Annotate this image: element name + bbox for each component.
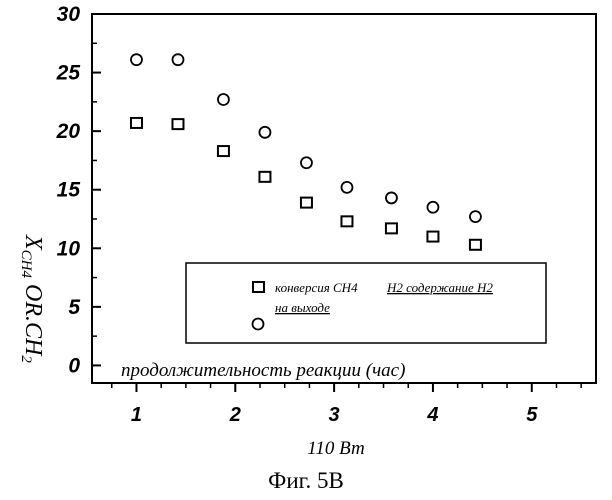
circle-point [259, 127, 270, 138]
circle-point [386, 192, 397, 203]
data-points [131, 54, 481, 250]
legend-label-circle-part2: на выходе [275, 300, 330, 315]
legend-box [186, 263, 546, 343]
y-tick-label: 0 [68, 354, 80, 377]
circle-point [172, 54, 183, 65]
square-point [131, 118, 142, 128]
circle-point [301, 157, 312, 168]
y-tick-label: 20 [56, 120, 81, 143]
square-point [218, 146, 229, 156]
square-point [172, 119, 183, 129]
legend: конверсия CH4 H2 содержание H2 на выходе [186, 263, 546, 343]
y-tick-label: 5 [68, 296, 80, 319]
circle-point [427, 202, 438, 213]
x-tick-label: 3 [329, 404, 340, 426]
y-tick-label: 30 [57, 3, 81, 26]
x-tick-label: 5 [526, 404, 538, 426]
figure-caption: Фиг. 5B [0, 468, 612, 494]
square-point [259, 172, 270, 182]
square-point [301, 198, 312, 208]
x-tick-label: 4 [426, 404, 438, 426]
x-tick-label: 1 [131, 404, 142, 426]
y-tick-label: 25 [56, 62, 81, 85]
square-point [427, 232, 438, 242]
y-tick-label: 15 [57, 179, 81, 202]
square-point [341, 216, 352, 226]
inner-axis-label: продолжительность реакции (час) [121, 360, 405, 381]
legend-label-square: конверсия CH4 [275, 280, 358, 295]
circle-point [341, 182, 352, 193]
square-point [470, 240, 481, 250]
y-tick-label: 10 [57, 237, 81, 260]
square-point [386, 223, 397, 233]
circle-point [470, 211, 481, 222]
y-axis-label: XCH4 OR.CH2 [18, 234, 46, 363]
x-tick-label: 2 [229, 404, 241, 426]
circle-point [218, 94, 229, 105]
x-axis-label: 110 Вт [307, 438, 364, 459]
legend-label-circle-part1: H2 содержание H2 [386, 280, 493, 295]
circle-point [131, 54, 142, 65]
